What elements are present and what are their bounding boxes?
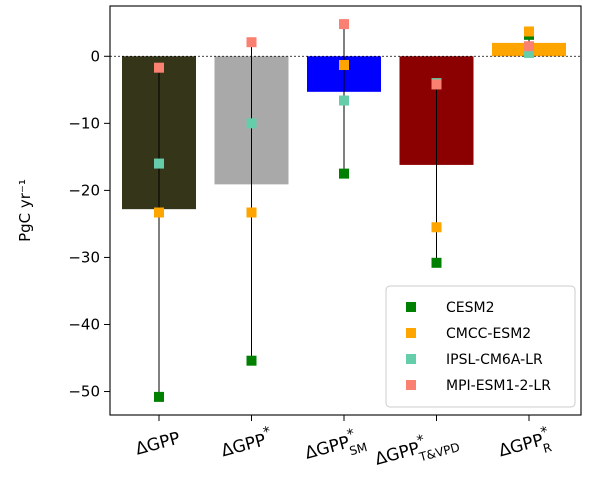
point-mpi-esm1-2-lr-4 xyxy=(431,79,442,90)
x-tick-label-1: ΔGPP xyxy=(133,429,182,460)
point-ipsl-cm6a-lr-3 xyxy=(339,95,349,106)
svg-text:ΔGPP*SM: ΔGPP*SM xyxy=(302,424,369,470)
legend-label-4: MPI-ESM1-2-LR xyxy=(446,378,551,394)
x-tick-label-5: ΔGPP*R xyxy=(495,424,554,467)
point-mpi-esm1-2-lr-1 xyxy=(154,62,164,73)
y-axis-label: PgC yr⁻¹ xyxy=(16,179,34,242)
point-cmcc-esm2-4 xyxy=(431,222,442,233)
point-cesm2-1 xyxy=(154,391,164,402)
points-layer xyxy=(154,19,534,402)
svg-text:ΔGPP*T&VPD: ΔGPP*T&VPD xyxy=(372,424,462,476)
y-tick-label: 0 xyxy=(90,47,100,65)
legend: CESM2 CMCC-ESM2 IPSL-CM6A-LR MPI-ESM1-2-LR xyxy=(385,285,576,408)
x-axis: ΔGPP ΔGPP* ΔGPP*SM ΔGPP*T&VPD ΔGPP*R xyxy=(133,415,554,476)
legend-label-3: IPSL-CM6A-LR xyxy=(446,352,543,368)
y-axis: 0 −10 −20 −30 −40 −50 xyxy=(68,47,110,401)
point-ipsl-cm6a-lr-2 xyxy=(246,118,257,129)
y-tick-label: −30 xyxy=(68,248,100,266)
svg-text:ΔGPP*: ΔGPP* xyxy=(218,424,275,462)
point-mpi-esm1-2-lr-2 xyxy=(246,37,257,48)
legend-marker-1 xyxy=(406,302,416,312)
point-mpi-esm1-2-lr-5 xyxy=(524,41,534,52)
legend-marker-4 xyxy=(406,380,416,390)
legend-marker-2 xyxy=(406,328,416,338)
x-tick-label-4: ΔGPP*T&VPD xyxy=(372,424,462,476)
y-tick-label: −20 xyxy=(68,181,100,199)
svg-text:ΔGPP*R: ΔGPP*R xyxy=(495,424,554,467)
point-cmcc-esm2-5 xyxy=(524,26,534,37)
svg-text:ΔGPP: ΔGPP xyxy=(133,429,182,460)
point-cmcc-esm2-3 xyxy=(339,60,349,71)
plot-frame xyxy=(109,5,582,416)
y-tick-label: −10 xyxy=(68,114,100,132)
point-ipsl-cm6a-lr-1 xyxy=(154,158,164,169)
legend-marker-3 xyxy=(406,354,416,364)
y-tick-label: −40 xyxy=(68,315,100,333)
point-cesm2-3 xyxy=(339,168,349,179)
point-cmcc-esm2-1 xyxy=(154,207,164,218)
legend-label-2: CMCC-ESM2 xyxy=(446,326,531,342)
x-tick-label-3: ΔGPP*SM xyxy=(302,424,369,470)
point-mpi-esm1-2-lr-3 xyxy=(339,19,349,30)
point-cesm2-2 xyxy=(246,355,257,366)
y-tick-label: −50 xyxy=(68,383,100,401)
point-cmcc-esm2-2 xyxy=(246,207,257,218)
x-tick-label-2: ΔGPP* xyxy=(218,424,275,462)
legend-label-1: CESM2 xyxy=(446,300,495,316)
point-ipsl-cm6a-lr-5 xyxy=(524,47,534,58)
legend-box xyxy=(385,285,576,408)
point-cesm2-4 xyxy=(431,257,442,268)
